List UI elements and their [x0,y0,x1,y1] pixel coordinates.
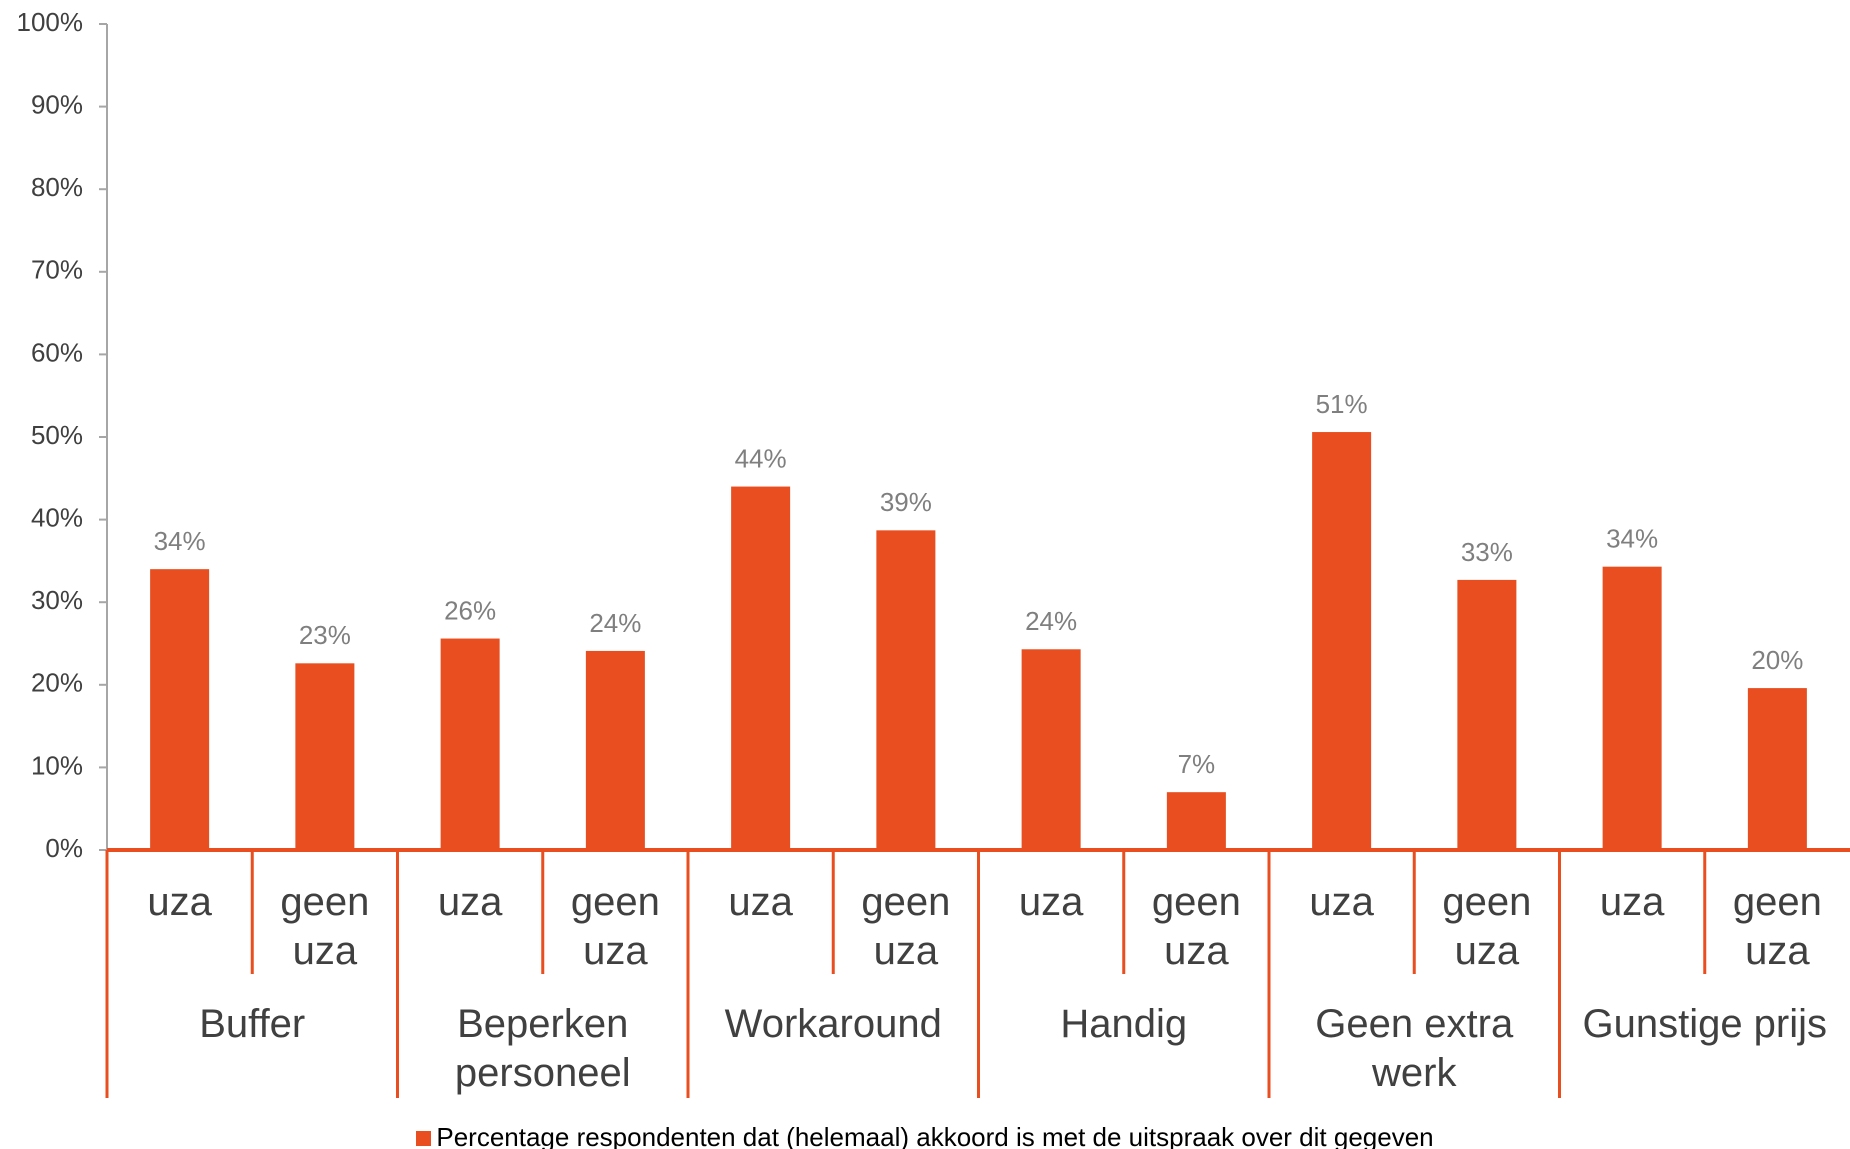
data-label: 33% [1461,537,1513,567]
group-label: Buffer [199,1002,306,1046]
data-label: 26% [444,595,496,625]
x-tick-label: geen uza [861,880,951,973]
data-label: 24% [589,608,641,638]
bar [1312,432,1372,850]
bar [1021,649,1081,850]
legend: Percentage respondenten dat (helemaal) a… [0,1122,1850,1149]
bar [440,638,500,850]
y-tick-label: 50% [31,420,83,450]
y-tick-label: 40% [31,502,83,532]
y-tick-label: 80% [31,172,83,202]
y-tick-label: 70% [31,255,83,285]
y-tick-label: 90% [31,89,83,119]
legend-swatch [416,1131,432,1146]
x-tick-label: geen uza [1442,880,1532,973]
y-tick-label: 20% [31,668,83,698]
bar [1457,579,1517,850]
data-label: 34% [1606,524,1658,554]
data-label: 34% [154,526,206,556]
x-tick-label: uza [1309,880,1374,924]
bar [150,569,210,850]
x-tick-label: geen uza [1151,880,1241,973]
y-tick-label: 100% [17,7,84,37]
bar [1166,792,1226,850]
data-label: 39% [880,487,932,517]
x-tick-label: uza [147,880,212,924]
bar [731,486,791,850]
bar [295,663,355,850]
data-label: 20% [1751,645,1803,675]
x-tick-label: geen uza [280,880,370,973]
data-label: 24% [1025,606,1077,636]
data-label: 23% [299,620,351,650]
bar [585,650,645,850]
legend-label: Percentage respondenten dat (helemaal) a… [436,1122,1434,1149]
x-tick-label: uza [728,880,793,924]
data-label: 51% [1316,389,1368,419]
x-tick-label: geen uza [1732,880,1822,973]
bar [1747,688,1807,850]
y-tick-label: 60% [31,337,83,367]
x-tick-label: uza [1018,880,1084,924]
y-tick-label: 30% [31,585,83,615]
group-label: Workaround [724,1002,942,1046]
bar [876,530,936,850]
data-label: 7% [1178,749,1216,779]
group-label: Beperken personeel [454,1002,631,1095]
group-label: Gunstige prijs [1582,1002,1828,1046]
x-tick-label: uza [1599,880,1665,924]
group-label: Geen extra werk [1315,1002,1514,1095]
x-tick-label: geen uza [570,880,660,973]
group-label: Handig [1060,1002,1188,1046]
x-tick-label: uza [437,880,503,924]
y-tick-label: 0% [45,833,83,863]
bar [1602,566,1662,850]
data-label: 44% [735,443,787,473]
y-tick-label: 10% [31,750,83,780]
